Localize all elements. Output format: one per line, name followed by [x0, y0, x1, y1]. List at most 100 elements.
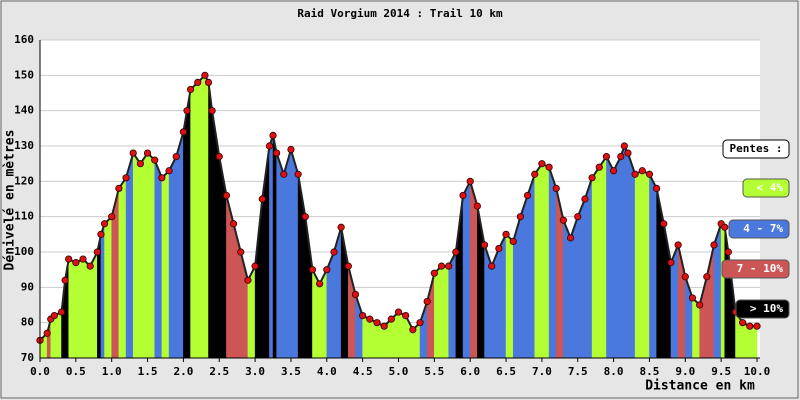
profile-point — [61, 276, 69, 284]
slope-segment — [606, 156, 614, 359]
profile-point — [459, 191, 467, 200]
profile-point — [136, 160, 144, 168]
legend-title-box — [722, 139, 790, 159]
profile-point — [445, 262, 453, 270]
profile-point — [100, 220, 109, 228]
profile-point — [337, 223, 345, 231]
legend-swatch — [735, 299, 790, 319]
x-tick-label: 1.5 — [138, 365, 158, 378]
slope-segment — [441, 265, 449, 359]
profile-point — [269, 131, 277, 139]
slope-segment — [104, 216, 112, 359]
profile-point — [523, 191, 532, 200]
profile-point — [746, 322, 754, 330]
profile-point — [574, 213, 582, 221]
x-tick-label: 2.0 — [173, 365, 193, 378]
profile-point — [344, 262, 352, 270]
slope-segment — [269, 135, 274, 359]
slope-segment — [75, 258, 84, 359]
profile-point — [516, 213, 524, 221]
profile-point — [43, 329, 51, 337]
profile-point — [531, 170, 539, 178]
slope-segment — [132, 152, 141, 359]
x-tick-label: 3.5 — [281, 365, 301, 378]
slope-segment — [505, 233, 514, 359]
slope-segment — [534, 162, 543, 359]
profile-point — [222, 191, 231, 200]
profile-point — [681, 273, 689, 281]
slope-segment — [634, 170, 643, 359]
slope-segment — [272, 135, 277, 359]
legend-label: 4 - 7% — [743, 222, 783, 235]
profile-point — [366, 315, 374, 323]
y-tick-label: 90 — [21, 280, 34, 293]
profile-point — [258, 195, 266, 203]
profile-point — [452, 248, 460, 256]
x-tick-label: 1.0 — [102, 365, 122, 378]
profile-point — [373, 319, 381, 327]
slope-segment — [140, 152, 148, 359]
profile-point — [280, 170, 288, 178]
slope-segment — [183, 110, 188, 359]
slope-segment — [100, 223, 105, 359]
profile-point — [602, 153, 611, 161]
profile-point — [739, 319, 747, 327]
x-axis-label: Distance en km — [645, 379, 755, 394]
profile-point — [660, 220, 668, 228]
slope-segment — [154, 160, 163, 359]
slope-segment — [147, 152, 155, 359]
profile-point — [165, 167, 173, 175]
profile-point — [308, 266, 317, 274]
profile-point — [473, 202, 481, 210]
profile-point — [93, 248, 101, 256]
profile-point — [172, 153, 180, 161]
slope-segment — [613, 156, 622, 359]
profile-point — [430, 269, 438, 277]
x-tick-label: 4.0 — [317, 365, 337, 378]
profile-point — [581, 195, 589, 203]
profile-point — [617, 153, 625, 161]
x-tick-label: 7.5 — [568, 365, 588, 378]
profile-point — [721, 223, 729, 231]
slope-segment — [720, 223, 725, 359]
slope-segment — [175, 131, 184, 359]
profile-point — [316, 280, 324, 288]
slope-segment — [290, 149, 299, 359]
profile-point — [509, 237, 517, 245]
x-tick-label: 3.0 — [245, 365, 265, 378]
profile-point — [122, 174, 130, 182]
profile-point — [265, 142, 274, 150]
profile-point — [151, 156, 159, 164]
y-axis-label: Dénivelé en mètres — [3, 130, 18, 271]
slope-segment — [204, 75, 209, 359]
profile-point — [387, 315, 395, 323]
profile-point — [79, 255, 87, 263]
profile-point — [158, 174, 166, 182]
profile-point — [115, 184, 123, 192]
profile-point — [50, 311, 58, 320]
profile-point — [194, 78, 202, 87]
profile-point — [409, 326, 417, 334]
profile-point — [301, 213, 309, 221]
profile-point — [480, 241, 489, 249]
legend-swatch — [721, 259, 790, 279]
slope-segment — [498, 234, 507, 359]
profile-point — [86, 262, 94, 270]
profile-point — [595, 163, 603, 171]
profile-point — [624, 149, 632, 157]
slope-segment — [462, 181, 471, 359]
profile-point — [703, 273, 711, 281]
slope-segment — [627, 152, 636, 359]
profile-point — [437, 262, 446, 270]
slope-segment — [208, 82, 213, 359]
y-tick-label: 150 — [14, 68, 34, 81]
profile-point — [179, 128, 187, 136]
profile-point — [108, 213, 116, 221]
profile-point — [488, 262, 496, 270]
profile-point — [97, 230, 105, 238]
profile-point — [208, 107, 216, 115]
profile-point — [710, 241, 718, 249]
profile-point — [294, 170, 302, 178]
profile-point — [588, 174, 596, 182]
